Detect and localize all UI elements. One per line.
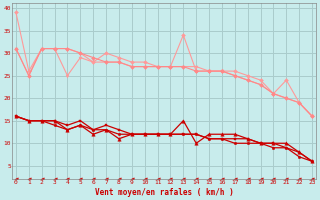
X-axis label: Vent moyen/en rafales ( km/h ): Vent moyen/en rafales ( km/h ) [95,188,233,197]
